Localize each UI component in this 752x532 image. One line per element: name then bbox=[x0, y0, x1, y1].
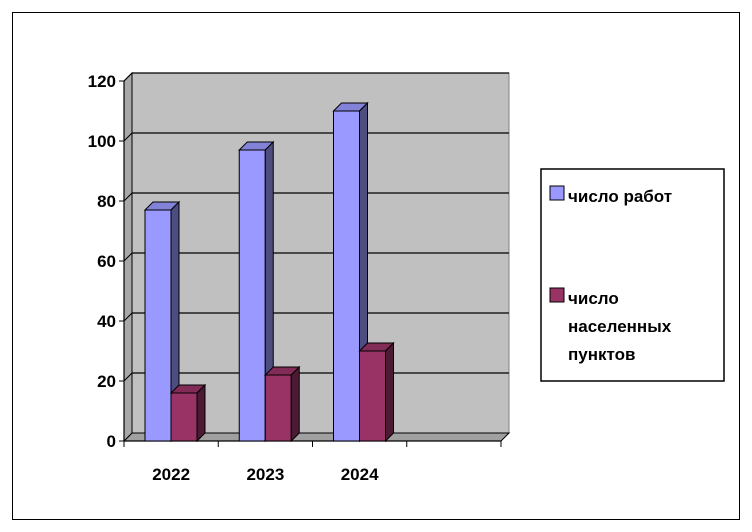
bar-front bbox=[359, 350, 386, 442]
bar-2023-settlements bbox=[264, 365, 301, 443]
gridline-side bbox=[123, 372, 133, 382]
bar-front bbox=[238, 149, 266, 442]
legend-swatch bbox=[549, 287, 565, 303]
bar-front bbox=[333, 110, 360, 442]
legend-label: число bbox=[568, 289, 619, 308]
gridline-side bbox=[123, 132, 133, 142]
x-category-label: 2022 bbox=[152, 465, 190, 484]
bar-2022-settlements bbox=[169, 383, 207, 443]
x-category-label: 2024 bbox=[341, 465, 379, 484]
bar-side bbox=[385, 341, 394, 443]
x-axis-categories: 2022 2023 2024 bbox=[123, 441, 502, 484]
x-category-label: 2023 bbox=[246, 465, 284, 484]
gridline-side bbox=[123, 72, 133, 82]
bar-chart: 0 20 40 60 80 100 120 2022 2023 2024 число работ… bbox=[88, 71, 725, 484]
legend-label: населенных bbox=[568, 317, 672, 336]
bar-front bbox=[144, 209, 172, 442]
legend: число работ число населенных пунктов bbox=[540, 168, 725, 382]
legend-box bbox=[540, 168, 725, 382]
y-tick-label: 40 bbox=[97, 312, 116, 331]
legend-label: число работ bbox=[568, 187, 672, 206]
gridline-side bbox=[123, 252, 133, 262]
bar-side bbox=[290, 365, 300, 443]
y-tick-label: 60 bbox=[97, 252, 116, 271]
y-tick-label: 100 bbox=[88, 132, 116, 151]
bars bbox=[143, 101, 395, 443]
gridline-side bbox=[123, 312, 133, 322]
legend-label: пунктов bbox=[568, 345, 635, 364]
y-tick-label: 80 bbox=[97, 192, 116, 211]
bar-front bbox=[264, 374, 292, 442]
gridline-side bbox=[123, 192, 133, 202]
gridlines bbox=[123, 72, 509, 382]
bar-2022-works bbox=[143, 200, 181, 443]
y-tick-label: 20 bbox=[97, 372, 116, 391]
bar-side bbox=[196, 383, 206, 443]
y-axis-ticks: 0 20 40 60 80 100 120 bbox=[88, 72, 124, 451]
legend-swatch bbox=[549, 185, 565, 201]
chart-frame: 0 20 40 60 80 100 120 2022 2023 2024 число работ… bbox=[12, 12, 740, 520]
y-tick-label: 120 bbox=[88, 72, 116, 91]
bar-front bbox=[170, 392, 198, 442]
bar-2024-settlements bbox=[358, 341, 395, 443]
y-tick-label: 0 bbox=[107, 432, 116, 451]
